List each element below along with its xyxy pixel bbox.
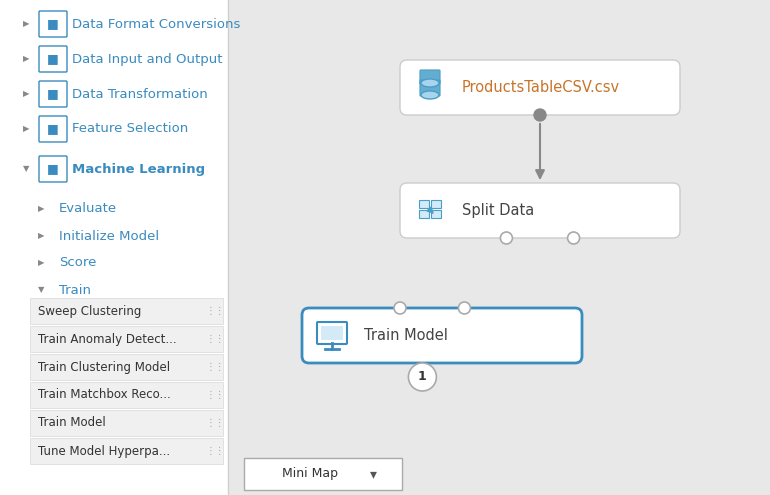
Text: Train Matchbox Reco...: Train Matchbox Reco... bbox=[38, 389, 171, 401]
FancyBboxPatch shape bbox=[39, 11, 67, 37]
Text: ⋮⋮: ⋮⋮ bbox=[206, 306, 225, 316]
Text: ▶: ▶ bbox=[38, 232, 44, 241]
Text: Initialize Model: Initialize Model bbox=[59, 230, 159, 243]
FancyBboxPatch shape bbox=[317, 322, 347, 344]
FancyBboxPatch shape bbox=[30, 326, 223, 352]
Circle shape bbox=[408, 363, 437, 391]
Text: ■: ■ bbox=[47, 52, 59, 65]
Text: Train Clustering Model: Train Clustering Model bbox=[38, 360, 170, 374]
FancyBboxPatch shape bbox=[400, 60, 680, 115]
Text: Evaluate: Evaluate bbox=[59, 202, 117, 215]
Text: ⋮⋮: ⋮⋮ bbox=[206, 418, 225, 428]
Text: Feature Selection: Feature Selection bbox=[72, 122, 188, 136]
Text: Machine Learning: Machine Learning bbox=[72, 162, 205, 176]
Text: ⋮⋮: ⋮⋮ bbox=[206, 390, 225, 400]
Circle shape bbox=[500, 232, 512, 244]
Text: Data Format Conversions: Data Format Conversions bbox=[72, 17, 240, 31]
FancyBboxPatch shape bbox=[420, 70, 440, 84]
Ellipse shape bbox=[421, 91, 439, 99]
FancyBboxPatch shape bbox=[244, 458, 402, 490]
Circle shape bbox=[567, 232, 580, 244]
FancyBboxPatch shape bbox=[431, 210, 441, 218]
FancyBboxPatch shape bbox=[39, 156, 67, 182]
Text: ⋮⋮: ⋮⋮ bbox=[206, 334, 225, 344]
FancyBboxPatch shape bbox=[30, 438, 223, 464]
FancyBboxPatch shape bbox=[419, 210, 429, 218]
FancyBboxPatch shape bbox=[30, 354, 223, 380]
FancyBboxPatch shape bbox=[0, 0, 228, 495]
Text: ■: ■ bbox=[47, 88, 59, 100]
Text: ProductsTableCSV.csv: ProductsTableCSV.csv bbox=[462, 80, 620, 95]
FancyBboxPatch shape bbox=[30, 298, 223, 324]
Text: Data Transformation: Data Transformation bbox=[72, 88, 208, 100]
Text: ▼: ▼ bbox=[23, 164, 29, 174]
Text: Train Model: Train Model bbox=[364, 328, 448, 343]
Text: ▼: ▼ bbox=[38, 286, 44, 295]
Text: Train Model: Train Model bbox=[38, 416, 105, 430]
Text: ■: ■ bbox=[47, 122, 59, 136]
Text: ▶: ▶ bbox=[23, 19, 29, 29]
FancyBboxPatch shape bbox=[400, 183, 680, 238]
FancyBboxPatch shape bbox=[30, 410, 223, 436]
Ellipse shape bbox=[421, 79, 439, 87]
FancyBboxPatch shape bbox=[30, 382, 223, 408]
FancyBboxPatch shape bbox=[39, 46, 67, 72]
Text: Score: Score bbox=[59, 256, 96, 269]
Text: Split Data: Split Data bbox=[462, 203, 534, 218]
Text: 1: 1 bbox=[418, 370, 427, 384]
Text: ▶: ▶ bbox=[23, 90, 29, 99]
Circle shape bbox=[534, 109, 546, 121]
Circle shape bbox=[458, 302, 470, 314]
Text: ⋮⋮: ⋮⋮ bbox=[206, 446, 225, 456]
FancyBboxPatch shape bbox=[420, 80, 440, 96]
Text: ▶: ▶ bbox=[23, 125, 29, 134]
Text: ▾: ▾ bbox=[370, 467, 377, 481]
Circle shape bbox=[394, 302, 406, 314]
FancyBboxPatch shape bbox=[39, 81, 67, 107]
FancyBboxPatch shape bbox=[431, 200, 441, 208]
FancyBboxPatch shape bbox=[321, 326, 343, 340]
Text: Data Input and Output: Data Input and Output bbox=[72, 52, 223, 65]
Text: ▶: ▶ bbox=[38, 258, 44, 267]
Text: Train Anomaly Detect...: Train Anomaly Detect... bbox=[38, 333, 176, 346]
Text: ▶: ▶ bbox=[38, 204, 44, 213]
Text: ■: ■ bbox=[47, 162, 59, 176]
FancyBboxPatch shape bbox=[419, 200, 429, 208]
FancyBboxPatch shape bbox=[302, 308, 582, 363]
Text: Tune Model Hyperpa...: Tune Model Hyperpa... bbox=[38, 445, 170, 457]
Text: ■: ■ bbox=[47, 17, 59, 31]
Text: Sweep Clustering: Sweep Clustering bbox=[38, 304, 142, 317]
Text: Mini Map: Mini Map bbox=[283, 467, 338, 481]
Text: Train: Train bbox=[59, 284, 91, 297]
Text: ⋮⋮: ⋮⋮ bbox=[206, 362, 225, 372]
Text: ▶: ▶ bbox=[23, 54, 29, 63]
FancyBboxPatch shape bbox=[39, 116, 67, 142]
